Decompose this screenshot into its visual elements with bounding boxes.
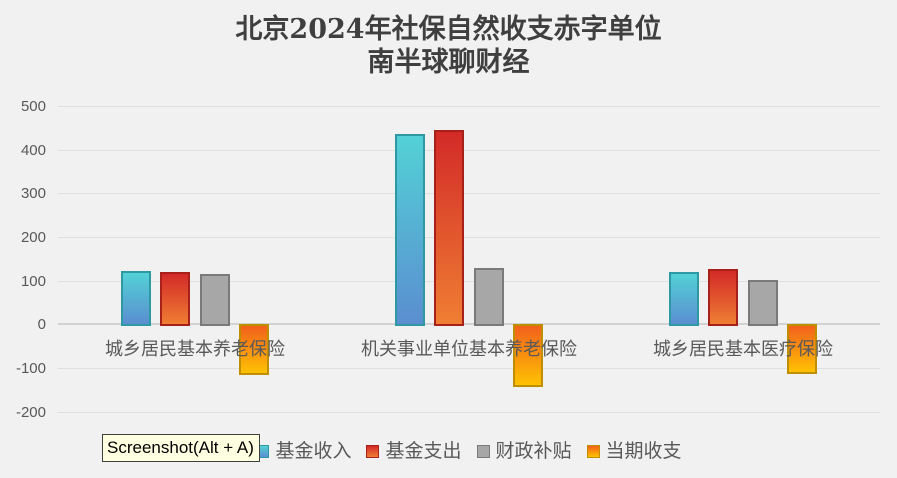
gridline	[58, 411, 880, 413]
x-axis-category-label: 城乡居民基本医疗保险	[653, 339, 833, 360]
bar-基金支出-城乡居民基本医疗保险	[708, 268, 739, 327]
bar-基金收入-城乡居民基本养老保险	[120, 271, 151, 327]
legend-swatch-icon	[476, 444, 490, 458]
bar-财政补贴-城乡居民基本养老保险	[199, 274, 230, 327]
bar-基金收入-城乡居民基本医疗保险	[668, 271, 699, 327]
y-axis-tick-label: -200	[15, 403, 46, 421]
gridline	[58, 193, 880, 195]
legend-label: 当期收支	[605, 440, 682, 462]
x-axis-line	[58, 323, 880, 326]
bar-财政补贴-机关事业单位基本养老保险	[473, 268, 504, 327]
y-axis-tick-label: 0	[37, 316, 46, 334]
legend-item-财政补贴: 财政补贴	[476, 440, 572, 462]
legend-label: 财政补贴	[495, 440, 572, 462]
y-axis-tick-label: 400	[20, 141, 46, 159]
gridline	[58, 236, 880, 238]
bar-基金支出-机关事业单位基本养老保险	[434, 129, 465, 327]
gridline	[58, 367, 880, 369]
legend-item-基金收入: 基金收入	[256, 441, 351, 461]
legend-label: 基金支出	[385, 440, 462, 462]
legend-item-当期收支: 当期收支	[586, 440, 682, 462]
bar-当期收支-机关事业单位基本养老保险	[513, 324, 544, 388]
x-axis-category-label: 机关事业单位基本养老保险	[361, 339, 577, 360]
screenshot-tooltip: Screenshot(Alt + A)	[102, 434, 260, 462]
legend-item-基金支出: 基金支出	[366, 440, 462, 462]
y-axis-tick-label: 100	[20, 272, 46, 290]
legend-label: 基金收入	[275, 440, 352, 462]
bar-基金支出-城乡居民基本养老保险	[160, 271, 191, 327]
chart-title-line2: 南半球聊财经	[367, 47, 530, 78]
bar-基金收入-机关事业单位基本养老保险	[394, 133, 425, 327]
y-axis-tick-label: 200	[20, 228, 46, 246]
chart-title: 北京2024年社保自然收支赤字单位 南半球聊财经	[0, 13, 897, 79]
chart-title-line1: 北京2024年社保自然收支赤字单位	[235, 14, 662, 45]
bar-财政补贴-城乡居民基本医疗保险	[747, 280, 778, 327]
x-axis-category-label: 城乡居民基本养老保险	[105, 339, 285, 360]
bar-当期收支-城乡居民基本养老保险	[239, 324, 270, 376]
gridline	[58, 105, 880, 107]
gridline	[58, 280, 880, 282]
bar-当期收支-城乡居民基本医疗保险	[787, 324, 818, 375]
y-axis-tick-label: 500	[20, 97, 46, 115]
gridline	[58, 149, 880, 151]
y-axis-tick-label: 300	[20, 185, 46, 203]
legend-swatch-icon	[366, 444, 380, 458]
y-axis-tick-label: -100	[15, 359, 46, 377]
legend-swatch-icon	[586, 444, 600, 458]
